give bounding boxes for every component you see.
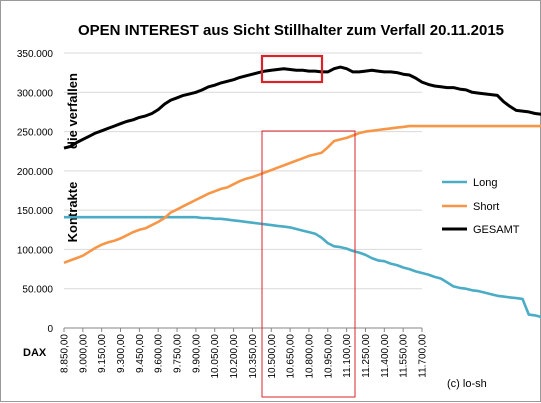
series-lines (63, 65, 541, 319)
y-axis-label-kontrakte: Kontrakte (65, 182, 80, 243)
x-tick-label: 11.400,00 (380, 334, 391, 378)
x-tick-label: 11.100,00 (342, 334, 353, 378)
y-tick-label: 300.000 (17, 88, 54, 99)
legend-label-short: Short (473, 201, 499, 213)
credit-text: (c) lo-sh (447, 378, 487, 390)
y-tick-label: 100.000 (17, 245, 54, 256)
y-tick-label: 250.000 (17, 128, 54, 139)
y-tick-label: 350.000 (17, 49, 54, 60)
x-tick-label: 9.450,00 (135, 334, 146, 373)
x-tick-label: 9.600,00 (154, 334, 165, 373)
x-tick-label: 10.500,00 (267, 334, 278, 379)
x-axis-ticks: 8.850,00 9.000,00 9.150,00 9.300,00 9.450,00… (60, 328, 429, 379)
legend-label-gesamt: GESAMT (473, 224, 520, 236)
y-axis-ticks: 0 50.000 100.000 150.000 200.000 250.000 300.0… (17, 49, 54, 335)
y-axis-label-die-verfallen: die verfallen (65, 73, 80, 149)
series-line-gesamt (63, 65, 541, 150)
y-tick-label: 50.000 (22, 285, 53, 296)
x-tick-label: 9.000,00 (78, 334, 89, 373)
x-axis-label: DAX (23, 347, 47, 359)
x-tick-label: 9.150,00 (97, 334, 108, 373)
highlight-box-outer (261, 130, 356, 398)
x-tick-label: 8.850,00 (60, 334, 71, 373)
chart-title: OPEN INTEREST aus Sicht Stillhalter zum … (78, 22, 504, 39)
x-tick-label: 10.050,00 (210, 334, 221, 379)
x-tick-label: 9.900,00 (191, 334, 202, 373)
x-tick-label: 9.300,00 (116, 334, 127, 373)
series-line-short (63, 124, 541, 265)
legend: Long Short GESAMT (442, 177, 520, 236)
x-tick-label: 10.800,00 (304, 334, 315, 379)
x-tick-label: 10.200,00 (229, 334, 240, 379)
series-line-long (64, 215, 541, 319)
x-tick-label: 11.550,00 (399, 334, 410, 378)
y-tick-label: 150.000 (17, 206, 54, 217)
x-tick-label: 10.950,00 (323, 334, 334, 379)
legend-label-long: Long (473, 177, 497, 189)
x-tick-label: 9.750,00 (173, 334, 184, 373)
grid-lines (64, 52, 422, 329)
x-tick-label: 11.700,00 (418, 334, 429, 378)
y-tick-label: 0 (47, 324, 53, 335)
x-tick-label: 11.250,00 (361, 334, 372, 378)
x-tick-label: 10.350,00 (248, 334, 259, 379)
x-tick-label: 10.650,00 (286, 334, 297, 379)
y-axis-label: Kontrakte die verfallen (65, 73, 80, 242)
highlight-box-peak (260, 54, 324, 84)
y-tick-label: 200.000 (17, 167, 54, 178)
